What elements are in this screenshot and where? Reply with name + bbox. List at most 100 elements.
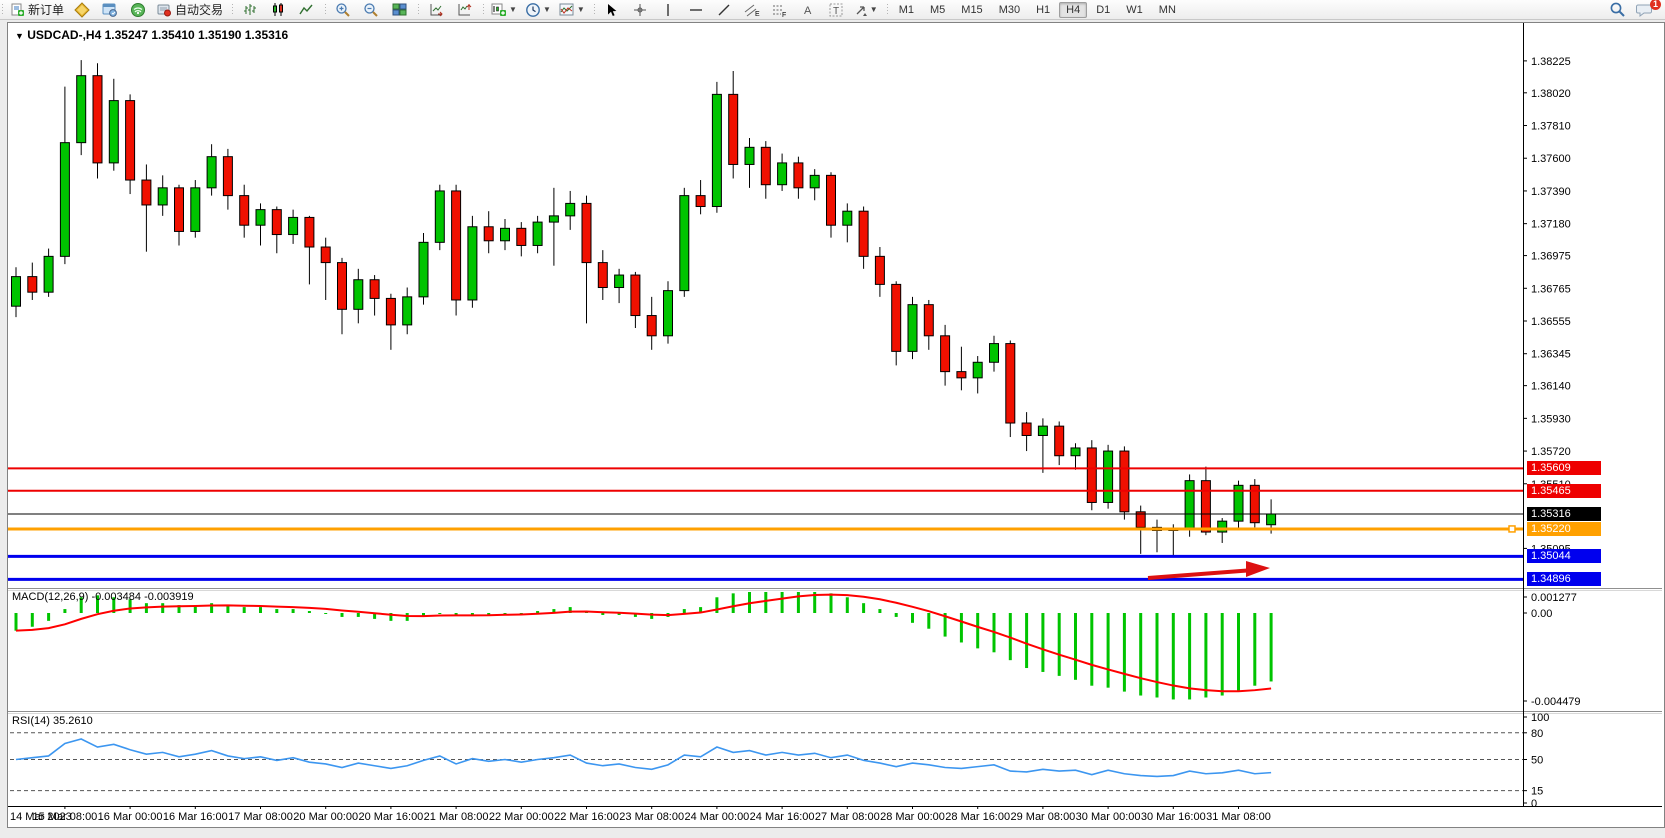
macd-bar [1188,613,1192,700]
timeframes-clock-button[interactable]: ▼ [522,0,554,19]
macd-bar [128,599,132,613]
time-tick-label: 31 Mar 08:00 [1206,811,1271,823]
time-tick-label: 17 Mar 08:00 [228,811,293,823]
cursor-button[interactable] [599,0,625,19]
macd-indicator-label: MACD(12,26,9) -0.003484 -0.003919 [12,591,194,603]
macd-bar [1090,613,1094,686]
new-chart-button[interactable]: ▼ [488,0,520,19]
tile-windows-button[interactable] [386,0,412,19]
candle-up [288,216,299,236]
collapse-triangle-icon[interactable]: ▼ [15,31,24,41]
autotrading-button[interactable]: 自动交易 [153,0,226,19]
toolbar-group-objects: ▼ ▼ ▼ [481,0,592,19]
macd-bar [911,613,914,623]
chat-button[interactable]: 1 [1632,0,1661,19]
macd-bar [1139,613,1143,696]
candle-up [255,209,266,226]
price-tick-label: 1.36555 [1531,316,1571,328]
candle-up [1217,520,1228,533]
horizontal-line-button[interactable] [683,0,709,19]
trendline-icon [718,4,730,15]
zoom-out-button[interactable] [358,0,384,19]
macd-bar [1269,613,1273,682]
timeframe-button-m1[interactable]: M1 [898,3,914,16]
candle-up [548,215,559,223]
equidistant-channel-icon: E [744,4,760,17]
macd-bar [829,593,833,613]
time-tick-label: 30 Mar 00:00 [1076,811,1141,823]
macd-signal-line [15,593,1272,693]
candle-down [27,276,38,293]
timeframe-button-h4[interactable]: H4 [1059,1,1088,18]
arrow-annotation[interactable] [1147,561,1270,580]
text-label-button[interactable]: T [823,0,849,19]
price-axis[interactable]: 1.38225 1.38020 1.37810 1.37600 1.37390 1.371… [1523,56,1571,556]
time-tick-label: 14 Mar 2023 [10,811,72,823]
bar-chart-button[interactable] [237,0,263,19]
time-tick-label: 22 Mar 00:00 [489,811,554,823]
timeframe-button-d1[interactable]: D1 [1096,3,1111,16]
candle-down [92,75,103,164]
macd-bar [764,592,768,613]
time-tick-label: 22 Mar 16:00 [554,811,619,823]
chart-shift-button[interactable] [451,0,477,19]
macd-bar [813,592,817,613]
macd-bar [617,613,621,615]
auto-scroll-button[interactable] [423,0,449,19]
search-button[interactable] [1604,0,1630,19]
timeframe-button-w1[interactable]: W1 [1126,3,1143,16]
chart-window[interactable]: 1.38225 1.38020 1.37810 1.37600 1.37390 1.371… [7,22,1665,828]
macd-bar [177,605,181,613]
zoom-in-icon [336,2,350,17]
candle-down [1135,511,1146,528]
macd-bar [650,613,654,619]
zoom-in-button[interactable] [330,0,356,19]
arrows-tool-button[interactable]: ▼ [851,0,881,19]
candle-up [500,227,510,242]
chart-title: ▼ USDCAD-,H4 1.35247 1.35410 1.35190 1.3… [15,28,288,42]
indicator-axes: 0.001277 0.00 -0.004479 100 80 50 150 [1523,592,1581,810]
chart-canvas[interactable]: 1.38225 1.38020 1.37810 1.37600 1.37390 1.371… [8,23,1664,827]
candle-down [385,297,396,326]
timeframe-button-h1[interactable]: H1 [1036,3,1051,16]
macd-bar [682,609,686,613]
fibonacci-button[interactable]: F [767,0,793,19]
candle-up [1266,513,1277,526]
equidistant-channel-button[interactable]: E [739,0,765,19]
signals-button[interactable] [125,0,151,19]
candle-up [402,296,413,326]
trendline-button[interactable] [711,0,737,19]
macd-bar [340,613,344,617]
chart-shift-icon [458,4,471,16]
timeframe-button-m30[interactable]: M30 [998,3,1021,16]
timeframe-button-mn[interactable]: MN [1158,3,1176,16]
candle-up [11,276,21,307]
text-button[interactable]: A [795,0,821,19]
crosshair-button[interactable] [627,0,653,19]
macd-bar [1041,613,1045,672]
timeframe-button-m15[interactable]: M15 [961,3,983,16]
candle-down [320,246,331,264]
line-chart-button[interactable] [293,0,319,19]
toolbar-group-trade: 新订单 自动交易 [0,0,230,19]
svg-text:E: E [755,11,760,17]
vertical-line-icon [667,3,669,16]
macd-bar [1220,613,1224,696]
timeframe-button-m5[interactable]: M5 [930,3,946,16]
candlestick-chart-button[interactable] [265,0,291,19]
candle-down [1086,447,1097,503]
market-watch-button[interactable] [97,0,123,19]
macd-bar [1057,613,1061,676]
vertical-line-button[interactable] [655,0,681,19]
time-tick-label: 21 Mar 08:00 [424,811,489,823]
metaeditor-button[interactable] [69,0,95,19]
candle-up [809,174,820,189]
line-drag-handle[interactable] [1508,525,1516,533]
new-order-button[interactable]: 新订单 [7,0,67,19]
candle-down [597,262,608,289]
macd-bar [193,605,197,613]
toolbar-group-scroll [416,0,481,19]
indicators-button[interactable]: ▼ [556,0,588,19]
new-chart-caret-icon: ▼ [509,5,517,14]
